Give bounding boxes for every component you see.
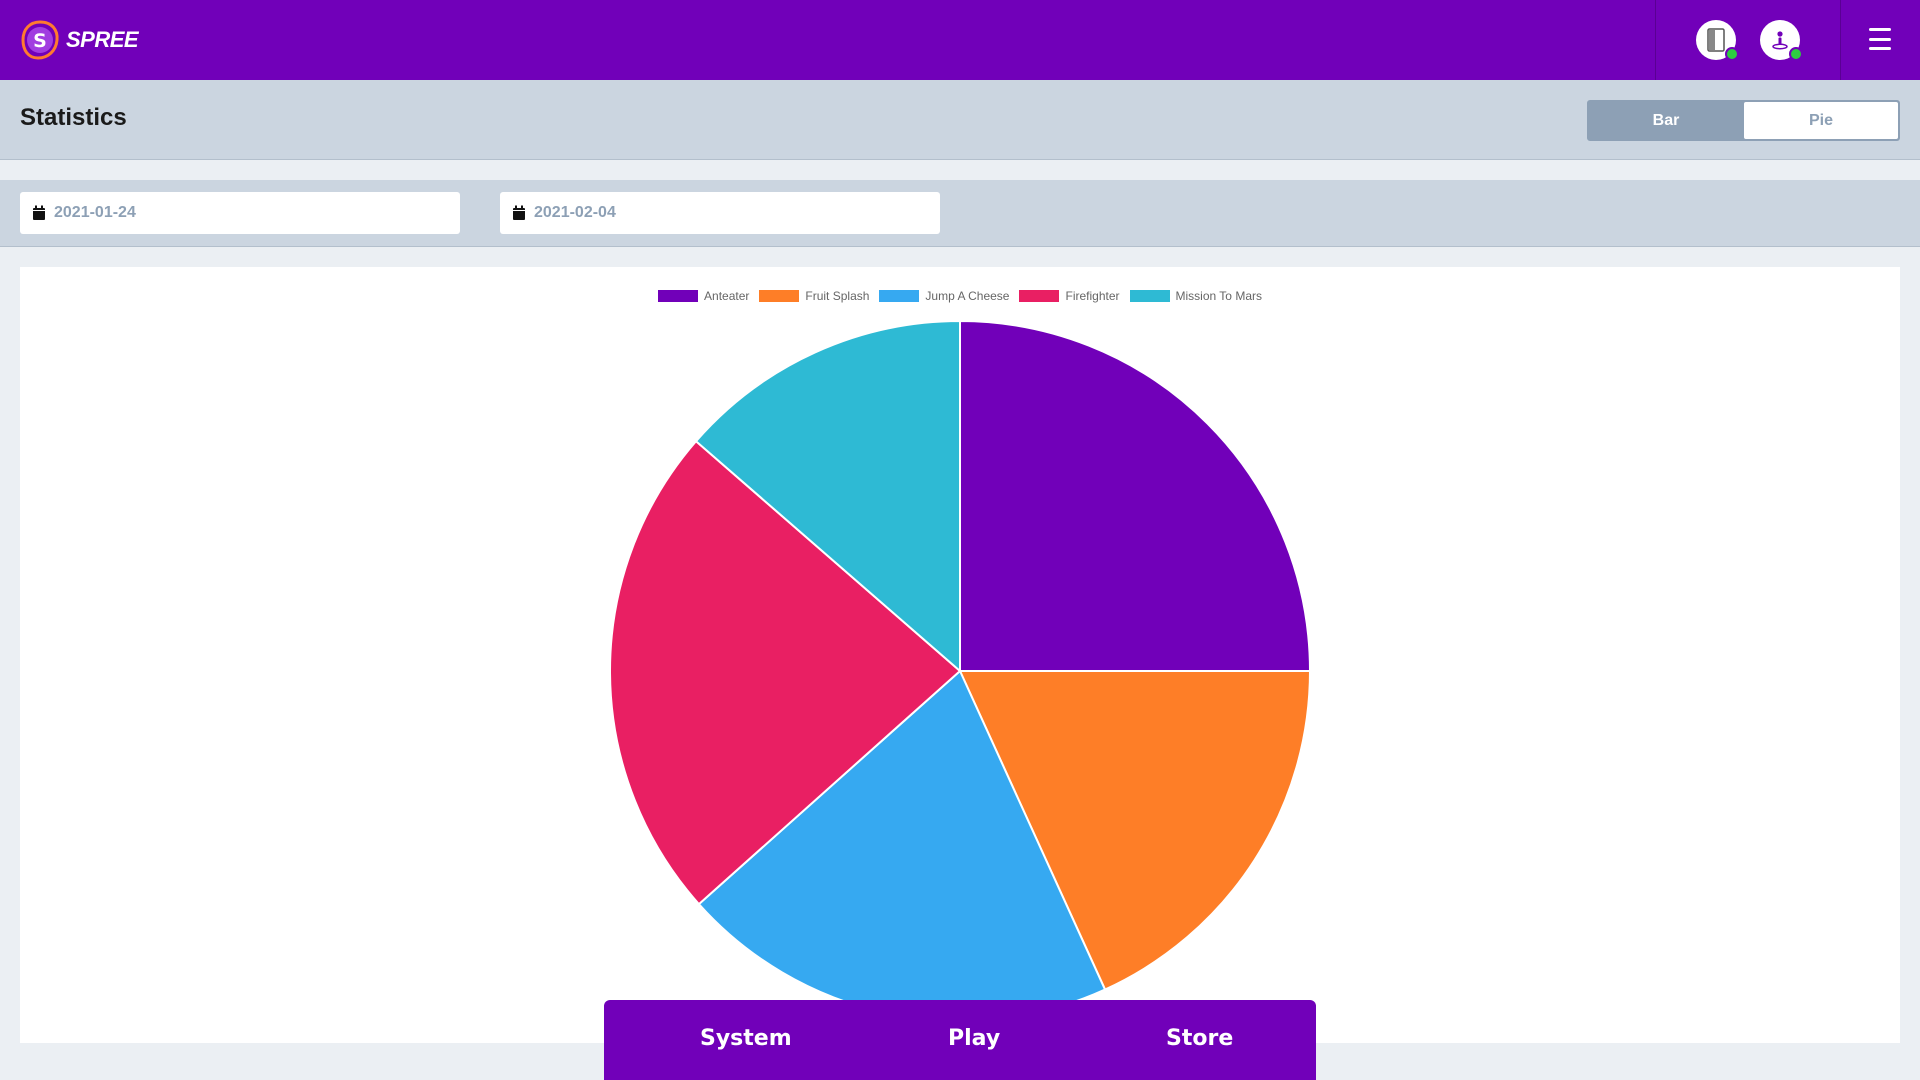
legend-item[interactable]: Mission To Mars: [1129, 289, 1262, 303]
topbar-divider: [1655, 0, 1656, 80]
pie-chart-card: Anteater Fruit Splash Jump A Cheese Firefig…: [20, 267, 1900, 1043]
end-date-field[interactable]: 2021-02-04: [500, 192, 940, 234]
legend-swatch: [658, 290, 699, 302]
top-bar: S SPREE: [0, 0, 1920, 80]
bottom-nav: System Play Store: [604, 1000, 1316, 1080]
spree-logo[interactable]: S SPREE: [20, 20, 139, 60]
legend-item[interactable]: Fruit Splash: [759, 289, 869, 303]
legend-label: Mission To Mars: [1175, 289, 1262, 303]
pie-slice-fruit-splash[interactable]: [958, 670, 1312, 991]
bar-chart-option[interactable]: Bar: [1652, 111, 1680, 129]
legend-swatch: [759, 290, 800, 302]
legend-item[interactable]: Firefighter: [1019, 289, 1120, 303]
topbar-divider: [1840, 0, 1841, 80]
hamburger-menu-icon[interactable]: [1864, 24, 1896, 54]
legend-label: Jump A Cheese: [925, 289, 1010, 303]
calendar-icon: [33, 205, 45, 220]
calendar-icon: [513, 205, 525, 220]
legend-label: Firefighter: [1065, 289, 1120, 303]
spree-logo-icon: S: [21, 20, 59, 60]
device-online-indicator: [1725, 47, 1739, 61]
page-title: Statistics: [20, 104, 127, 131]
device-status-icon: [1707, 28, 1725, 52]
legend-item[interactable]: Jump A Cheese: [879, 289, 1009, 303]
nav-system[interactable]: System: [700, 1026, 792, 1051]
user-status-button[interactable]: [1760, 20, 1803, 61]
legend-swatch: [1129, 290, 1170, 302]
pie-chart-option[interactable]: Pie: [1744, 102, 1898, 139]
start-date-field[interactable]: 2021-01-24: [20, 192, 460, 234]
pie-slice-anteater[interactable]: [959, 319, 1312, 672]
legend-label: Fruit Splash: [805, 289, 870, 303]
header-spacer: [0, 160, 1920, 180]
legend-label: Anteater: [704, 289, 750, 303]
start-date-value: 2021-01-24: [54, 204, 136, 221]
user-status-icon: [1772, 31, 1788, 50]
legend-swatch: [879, 290, 920, 302]
chart-type-toggle: Bar Pie: [1587, 100, 1900, 141]
user-online-indicator: [1789, 47, 1803, 61]
chart-legend: Anteater Fruit Splash Jump A Cheese Firefig…: [20, 289, 1900, 303]
date-filter-bar: 2021-01-24 2021-02-04: [0, 180, 1920, 247]
logo-letter: S: [33, 30, 47, 52]
page-header: Statistics Bar Pie: [0, 80, 1920, 160]
logo-text: SPREE: [66, 27, 139, 52]
nav-play[interactable]: Play: [948, 1026, 1001, 1051]
legend-item[interactable]: Anteater: [658, 289, 749, 303]
device-status-button[interactable]: [1696, 20, 1739, 61]
end-date-value: 2021-02-04: [534, 204, 616, 221]
legend-swatch: [1019, 290, 1060, 302]
pie-chart: [609, 319, 1312, 1022]
pie-slice-firefighter[interactable]: [609, 439, 962, 906]
pie-slice-mission-to-mars[interactable]: [694, 319, 961, 674]
nav-store[interactable]: Store: [1166, 1026, 1234, 1051]
